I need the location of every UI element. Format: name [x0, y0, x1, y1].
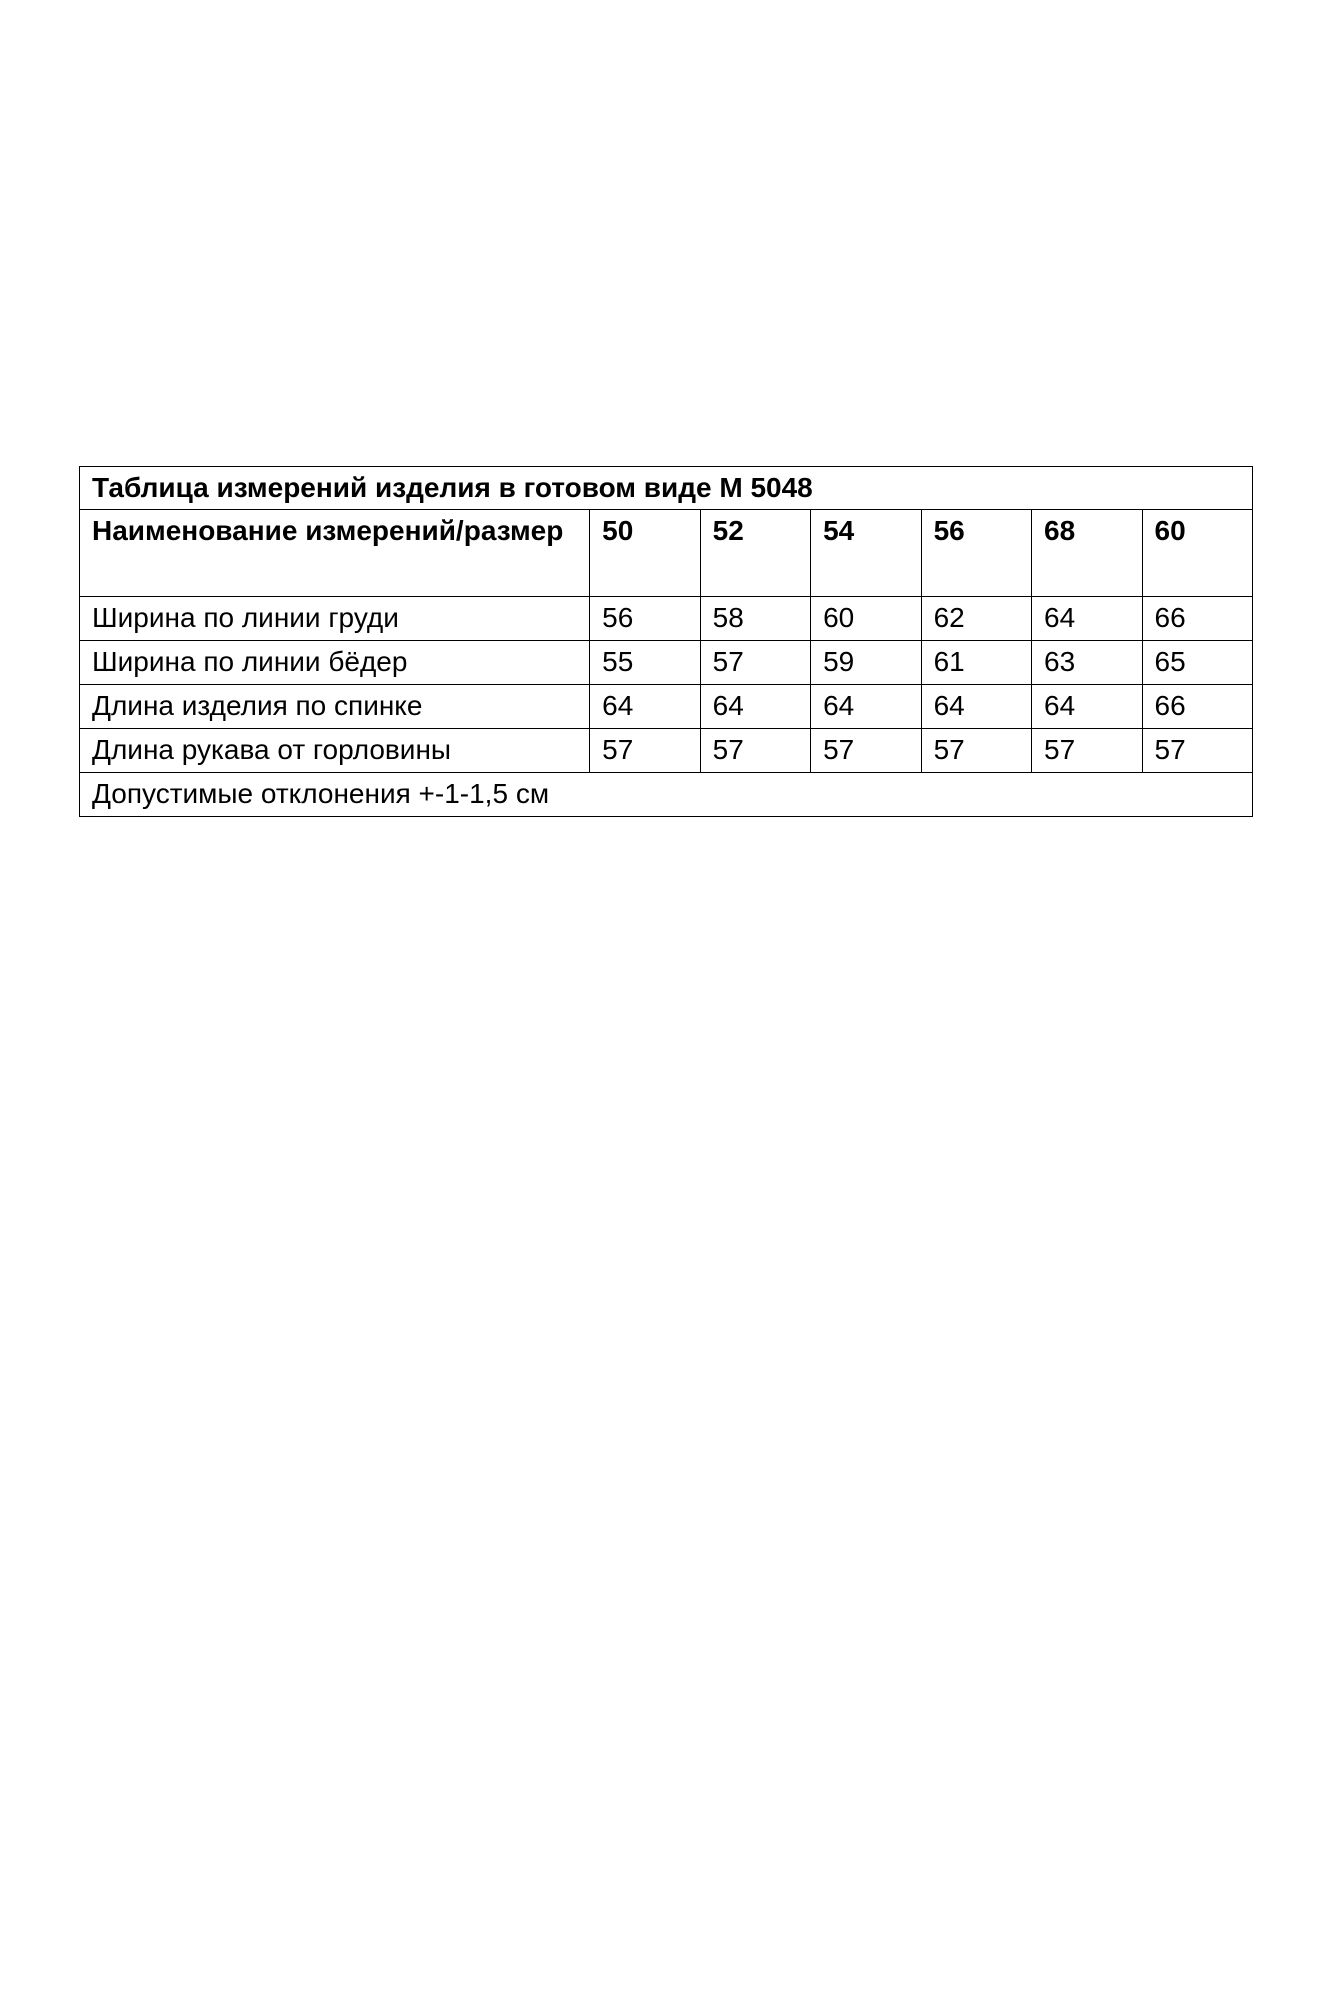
size-table: Таблица измерений изделия в готовом виде… — [78, 466, 1254, 817]
table-title: Таблица измерений изделия в готовом виде… — [79, 466, 1253, 510]
cell: 57 — [699, 728, 812, 773]
cell: 64 — [1031, 684, 1143, 729]
table-row: Ширина по линии бёдер 55 57 59 61 63 65 — [78, 640, 1254, 685]
cell: 64 — [589, 684, 701, 729]
size-header: 54 — [810, 509, 922, 597]
row-label: Ширина по линии груди — [78, 596, 591, 641]
cell: 64 — [699, 684, 812, 729]
size-header: 50 — [589, 509, 701, 597]
cell: 60 — [810, 596, 922, 641]
table-row: Ширина по линии груди 56 58 60 62 64 66 — [78, 596, 1254, 641]
table-title-row: Таблица измерений изделия в готовом виде… — [79, 466, 1253, 510]
cell: 64 — [810, 684, 922, 729]
cell: 66 — [1141, 684, 1254, 729]
row-label: Длина изделия по спинке — [78, 684, 591, 729]
size-header: 60 — [1141, 509, 1254, 597]
cell: 57 — [589, 728, 701, 773]
cell: 56 — [589, 596, 701, 641]
cell: 57 — [810, 728, 922, 773]
cell: 61 — [920, 640, 1033, 685]
cell: 57 — [920, 728, 1033, 773]
size-header: 68 — [1031, 509, 1143, 597]
size-header: 52 — [699, 509, 812, 597]
cell: 65 — [1141, 640, 1254, 685]
row-label: Ширина по линии бёдер — [78, 640, 591, 685]
cell: 66 — [1141, 596, 1254, 641]
table-footer-row: Допустимые отклонения +-1-1,5 см — [79, 772, 1253, 817]
cell: 57 — [1031, 728, 1143, 773]
table-header-row: Наименование измерений/размер 50 52 54 5… — [78, 509, 1254, 597]
tolerance-note: Допустимые отклонения +-1-1,5 см — [79, 772, 1253, 817]
cell: 55 — [589, 640, 701, 685]
cell: 64 — [1031, 596, 1143, 641]
cell: 62 — [920, 596, 1033, 641]
cell: 64 — [920, 684, 1033, 729]
cell: 58 — [699, 596, 812, 641]
row-label: Длина рукава от горловины — [78, 728, 591, 773]
cell: 57 — [699, 640, 812, 685]
table-row: Длина изделия по спинке 64 64 64 64 64 6… — [78, 684, 1254, 729]
table-row: Длина рукава от горловины 57 57 57 57 57… — [78, 728, 1254, 773]
header-label: Наименование измерений/размер — [78, 509, 591, 597]
cell: 57 — [1141, 728, 1254, 773]
cell: 59 — [810, 640, 922, 685]
cell: 63 — [1031, 640, 1143, 685]
size-header: 56 — [920, 509, 1033, 597]
